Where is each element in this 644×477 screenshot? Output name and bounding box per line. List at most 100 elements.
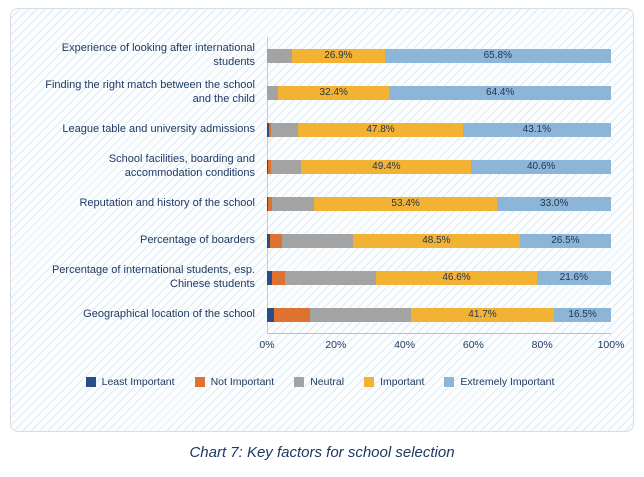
- category-label: Finding the right match between the scho…: [45, 78, 255, 105]
- bar-segment-label: 53.4%: [391, 198, 420, 209]
- bar-segment: 43.1%: [462, 122, 611, 137]
- bar-segment: 64.4%: [389, 85, 611, 100]
- bar-segment: 47.8%: [298, 122, 463, 137]
- bar-segment: [272, 270, 286, 285]
- bar-track: 48.5% 26.5%: [267, 233, 611, 248]
- category-label: Reputation and history of the school: [79, 196, 255, 209]
- bar-segment: 48.5%: [352, 233, 520, 248]
- axis-tick-label: 20%: [325, 339, 347, 351]
- bar-segment-label: 40.6%: [526, 161, 556, 172]
- legend-item: Important: [364, 376, 424, 388]
- bar-segment: [285, 270, 377, 285]
- bar-segment-label: 21.6%: [559, 272, 588, 283]
- bar-track: 32.4% 64.4%: [267, 85, 611, 100]
- legend-item: Not Important: [194, 376, 275, 388]
- bar-segment-label: 49.4%: [372, 161, 401, 172]
- bar-segment-label: 64.4%: [486, 87, 515, 98]
- chart-row: School facilities, boarding and accommod…: [29, 148, 611, 185]
- bar-track: 26.9% 65.8%: [267, 48, 611, 63]
- bar-segment: [271, 196, 314, 211]
- bar-segment: [268, 196, 272, 211]
- category-label: Geographical location of the school: [83, 307, 255, 320]
- bar-segment-label: 16.5%: [568, 309, 597, 320]
- bar-segment: [309, 307, 411, 322]
- bar-segment: [273, 307, 310, 322]
- bar-segment: [269, 122, 271, 137]
- bar-segment-label: 41.7%: [468, 309, 497, 320]
- bar-segment: [282, 233, 353, 248]
- bar-segment: [267, 48, 293, 63]
- bar-track: 47.8% 43.1%: [267, 122, 611, 137]
- bar-segment: [267, 196, 269, 211]
- axis-tick-label: 80%: [531, 339, 553, 351]
- legend-swatch: [85, 377, 96, 387]
- axis-tick-label: 100%: [597, 339, 625, 351]
- legend-label: Least Important: [101, 376, 175, 388]
- category-label: School facilities, boarding and accommod…: [108, 152, 255, 179]
- legend-swatch: [294, 377, 305, 387]
- legend-item: Extremely Important: [444, 376, 554, 388]
- bar-track: 53.4% 33.0%: [267, 196, 611, 211]
- axis-tick-label: 60%: [462, 339, 484, 351]
- bar-segment: [267, 233, 271, 248]
- bar-segment: [271, 159, 302, 174]
- bar-segment: 53.4%: [313, 196, 498, 211]
- legend-label: Important: [380, 376, 425, 388]
- bar-track: 41.7% 16.5%: [267, 307, 611, 322]
- chart-row: Finding the right match between the scho…: [29, 74, 611, 111]
- bar-segment: 16.5%: [554, 307, 611, 322]
- bar-segment: 65.8%: [384, 48, 611, 63]
- bar-track: 46.6% 21.6%: [267, 270, 611, 285]
- bar-segment: [268, 159, 272, 174]
- legend-swatch: [364, 377, 375, 387]
- bar-track: 49.4% 40.6%: [267, 159, 611, 174]
- x-axis: 0% 20% 40% 60% 80% 100%: [259, 333, 624, 360]
- chart-row: League table and university admissions 47…: [29, 111, 611, 148]
- bar-segment: [270, 233, 283, 248]
- legend-item: Neutral: [294, 376, 344, 388]
- chart-legend: Least Important Not Important Neutral Impor…: [29, 376, 611, 388]
- bar-segment: [267, 270, 273, 285]
- bar-segment-label: 65.8%: [483, 50, 512, 61]
- chart-row: Experience of looking after internationa…: [29, 37, 611, 74]
- legend-item: Least Important: [85, 376, 175, 388]
- bar-segment: 40.6%: [471, 159, 611, 174]
- bar-segment-label: 43.1%: [522, 124, 552, 135]
- bar-segment-label: 46.6%: [442, 272, 471, 283]
- bar-segment: 41.7%: [410, 307, 555, 322]
- legend-swatch: [194, 377, 205, 387]
- bar-segment: 26.9%: [292, 48, 385, 63]
- axis-zero-line: [267, 37, 268, 333]
- legend-label: Extremely Important: [460, 376, 555, 388]
- bar-segment-label: 26.5%: [551, 235, 580, 246]
- bar-segment: [270, 122, 299, 137]
- legend-swatch: [444, 377, 455, 387]
- chart-row: Percentage of boarders 48.5% 26.5%: [29, 222, 611, 259]
- chart-row: Percentage of international students, es…: [29, 259, 611, 296]
- bar-segment: [267, 122, 270, 137]
- category-label: Percentage of international students, es…: [51, 263, 255, 290]
- bar-segment: [267, 307, 274, 322]
- legend-label: Neutral: [310, 376, 345, 388]
- bar-segment-label: 47.8%: [366, 124, 395, 135]
- bar-segment: 21.6%: [536, 270, 611, 285]
- bar-segment: [267, 85, 278, 100]
- chart-caption: Chart 7: Key factors for school selectio…: [189, 444, 455, 461]
- bar-segment-label: 33.0%: [540, 198, 569, 209]
- category-label: Experience of looking after internationa…: [61, 41, 255, 68]
- axis-tick-label: 40%: [394, 339, 416, 351]
- category-label: Percentage of boarders: [140, 233, 255, 246]
- axis-tick-label: 0%: [259, 339, 275, 351]
- legend-label: Not Important: [210, 376, 275, 388]
- category-label: League table and university admissions: [62, 122, 255, 135]
- bar-segment: 26.5%: [519, 233, 611, 248]
- chart-rows: Experience of looking after internationa…: [29, 37, 611, 333]
- chart-card: Experience of looking after internationa…: [10, 8, 634, 432]
- bar-segment-label: 32.4%: [319, 87, 348, 98]
- bar-segment: 49.4%: [301, 159, 472, 174]
- chart-row: Reputation and history of the school 53.4…: [29, 185, 611, 222]
- bar-segment: [267, 159, 269, 174]
- bar-segment: 46.6%: [376, 270, 537, 285]
- bar-segment-label: 26.9%: [324, 50, 353, 61]
- chart-row: Geographical location of the school 41.7%…: [29, 296, 611, 333]
